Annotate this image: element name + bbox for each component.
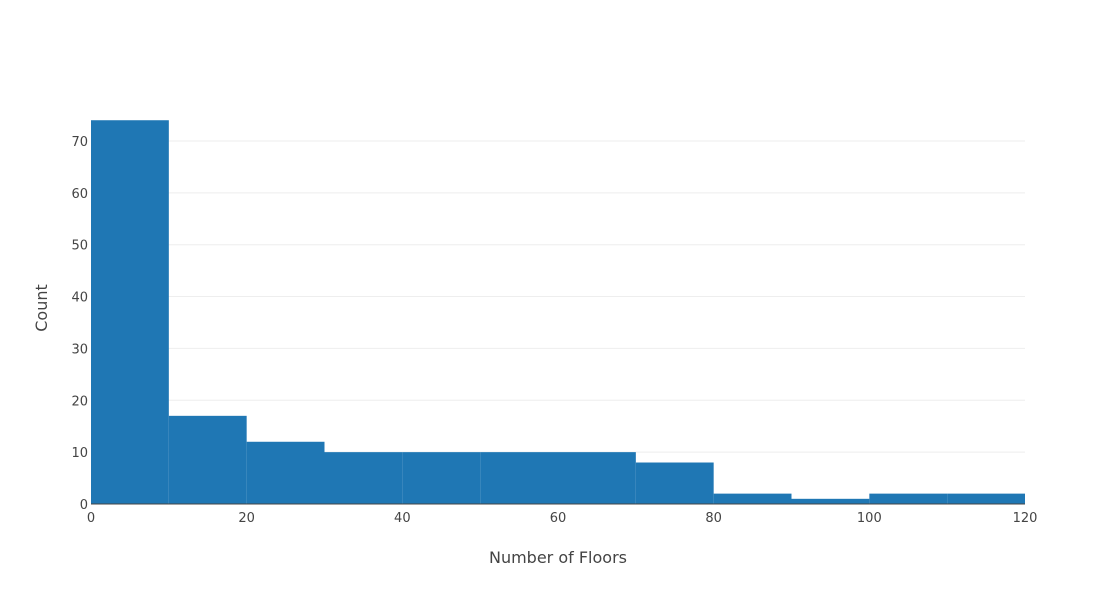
- histogram-bar-40-50: [402, 452, 481, 504]
- histogram-bar-100-110: [869, 493, 948, 504]
- x-tick-labels: 0 20 40 60 80 100 120: [87, 511, 1038, 526]
- x-tick-label-20: 20: [238, 511, 255, 526]
- x-tick-label-0: 0: [87, 511, 95, 526]
- y-tick-label-50: 50: [71, 239, 88, 254]
- histogram-bar-70-80: [635, 462, 714, 504]
- histogram-bar-110-120: [947, 493, 1025, 504]
- x-axis-title: Number of Floors: [489, 548, 627, 567]
- y-tick-label-20: 20: [71, 394, 88, 409]
- y-tick-label-70: 70: [71, 135, 88, 150]
- y-tick-label-60: 60: [71, 187, 88, 202]
- y-tick-label-30: 30: [71, 342, 88, 357]
- histogram-bar-50-60: [480, 452, 558, 504]
- x-tick-label-120: 120: [1013, 511, 1038, 526]
- y-axis-title: Count: [32, 284, 51, 332]
- y-tick-label-10: 10: [71, 446, 88, 461]
- x-tick-label-80: 80: [705, 511, 722, 526]
- histogram-bar-60-70: [558, 452, 636, 504]
- histogram-bar-20-30: [246, 441, 325, 504]
- x-tick-label-100: 100: [857, 511, 882, 526]
- histogram-bar-30-40: [324, 452, 403, 504]
- y-tick-label-0: 0: [80, 498, 88, 513]
- histogram-bars: [91, 120, 1025, 505]
- histogram-bar-90-100: [791, 498, 870, 504]
- y-tick-labels: 0 10 20 30 40 50 60 70: [71, 135, 88, 513]
- y-tick-label-40: 40: [71, 291, 88, 306]
- histogram-bar-80-90: [713, 493, 792, 504]
- grid-lines: [91, 140, 1025, 453]
- histogram-bar-10-20: [168, 415, 247, 504]
- histogram-bar-0-10: [91, 120, 169, 505]
- x-tick-label-40: 40: [394, 511, 411, 526]
- x-tick-label-60: 60: [550, 511, 567, 526]
